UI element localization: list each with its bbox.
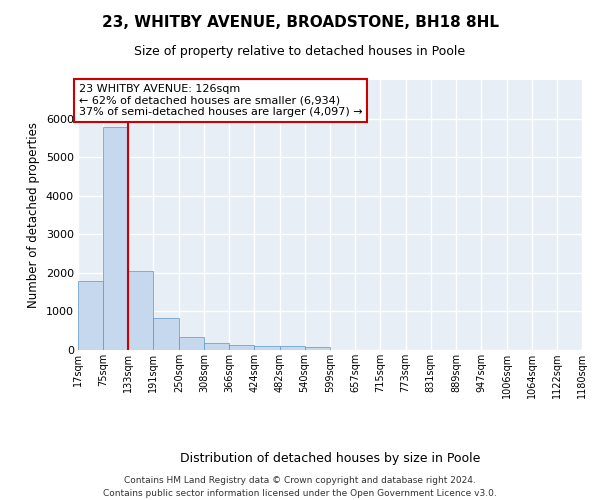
Bar	[179, 337, 204, 350]
Text: Size of property relative to detached houses in Poole: Size of property relative to detached ho…	[134, 45, 466, 58]
Bar	[154, 318, 179, 350]
Bar	[305, 347, 330, 350]
Bar	[78, 282, 103, 350]
Text: 23 WHITBY AVENUE: 126sqm
← 62% of detached houses are smaller (6,934)
37% of sem: 23 WHITBY AVENUE: 126sqm ← 62% of detach…	[79, 84, 362, 117]
Bar	[103, 127, 128, 350]
Bar	[128, 270, 154, 350]
Text: 23, WHITBY AVENUE, BROADSTONE, BH18 8HL: 23, WHITBY AVENUE, BROADSTONE, BH18 8HL	[101, 15, 499, 30]
Bar	[229, 346, 254, 350]
Y-axis label: Number of detached properties: Number of detached properties	[27, 122, 40, 308]
Text: Contains HM Land Registry data © Crown copyright and database right 2024.
Contai: Contains HM Land Registry data © Crown c…	[103, 476, 497, 498]
Bar	[254, 346, 280, 350]
Bar	[280, 346, 305, 350]
Bar	[204, 342, 229, 350]
Text: Distribution of detached houses by size in Poole: Distribution of detached houses by size …	[180, 452, 480, 465]
